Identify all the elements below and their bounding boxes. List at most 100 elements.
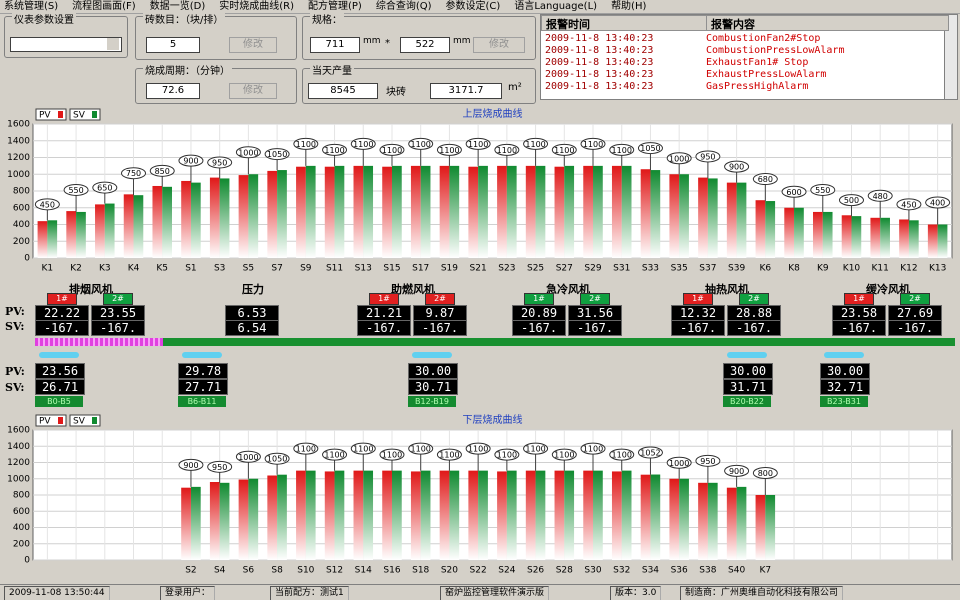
chart-title: 下层烧成曲线 [463,413,523,426]
menu-item[interactable]: 参数设定(C) [445,1,501,12]
fan-status[interactable]: 1# [524,293,554,305]
fan-status[interactable]: 1# [683,293,713,305]
bar [554,166,565,258]
label-bubble [379,448,405,461]
menu-item[interactable]: 流程图画面(F) [72,1,136,12]
group-name: 排烟风机 [69,283,113,296]
bar [880,217,890,258]
fan-status[interactable]: 1# [47,293,77,305]
y-tick-label: 1000 [7,474,30,484]
menu-item[interactable]: 实时烧成曲线(R) [219,1,294,12]
bar [813,211,823,258]
label-bubble [724,160,750,173]
bar [525,165,536,258]
legend-color [58,111,63,118]
value-label: 550 [68,186,83,195]
value-label: 500 [844,196,859,205]
alarm-text: GasPressHighAlarm [706,81,809,92]
x-tick-label: S2 [185,566,196,576]
value-label: 900 [183,157,198,166]
bar [870,217,881,258]
sv-readout: -167. [888,320,942,336]
label-bubble [838,194,864,207]
x-tick-label: S22 [470,566,487,576]
value-label: 800 [758,469,773,478]
value-label: 1100 [468,445,488,454]
bar [181,180,191,258]
label-bubble [637,446,663,459]
menu-item[interactable]: 配方管理(P) [308,1,362,12]
input[interactable]: 5 [146,37,200,53]
menu-item[interactable]: 帮助(H) [611,1,647,12]
sv-readout: -167. [35,320,89,336]
input[interactable]: 711 [310,37,360,53]
bar [152,185,163,258]
value-label: 1100 [439,451,459,460]
label: 当天产量 [310,62,354,77]
button[interactable]: 修改 [473,37,525,53]
menu-item[interactable]: 数据一览(D) [149,1,206,12]
x-tick-label: K11 [872,264,889,274]
value-label: 1100 [554,451,574,460]
button[interactable]: 修改 [229,83,277,99]
x-tick-label: S3 [214,264,225,274]
sv-readout: -167. [512,320,566,336]
menu-item[interactable]: 系统管理(S) [4,1,59,12]
value-label: 1100 [612,451,632,460]
legend-label: SV [73,417,86,427]
x-tick-label: K8 [788,264,800,274]
pv-readout: 30.00 [408,363,458,379]
bar [267,170,278,258]
bar [133,195,144,258]
value-label: 1100 [497,451,517,460]
x-tick-label: S15 [383,264,400,274]
bar [583,165,594,258]
value-label: 1100 [497,146,517,155]
pv-readout: 23.56 [35,363,85,379]
input[interactable]: 72.6 [146,83,200,99]
sv-readout: -167. [357,320,411,336]
sv-readout: -167. [671,320,725,336]
fan-status[interactable]: 2# [425,293,455,305]
label-bubble [637,142,663,155]
menu-item[interactable]: 语言Language(L) [514,1,598,12]
x-tick-label: S36 [671,566,688,576]
bar [296,470,306,560]
label-bubble [264,148,290,161]
fan-status[interactable]: 2# [739,293,769,305]
bar [219,178,230,258]
alarm-time: 2009-11-8 13:40:23 [545,33,654,44]
label-bubble [867,189,893,202]
pv-label: PV: [5,305,25,318]
x-tick-label: S27 [556,264,573,274]
zone-range: B0-B5 [35,396,83,407]
label-bubble [178,154,204,167]
value-label: 1100 [411,445,431,454]
value-label: 650 [97,184,112,193]
dropdown-arrow[interactable] [107,38,119,50]
menu-item[interactable]: 综合查询(Q) [375,1,432,12]
input[interactable]: 522 [400,37,450,53]
fan-status[interactable]: 2# [900,293,930,305]
label-bubble [494,143,520,156]
x-tick-label: S19 [441,264,458,274]
button[interactable]: 修改 [229,37,277,53]
dropdown[interactable] [10,37,122,52]
value-label: 480 [873,192,888,201]
fan-status[interactable]: 1# [369,293,399,305]
chart-title: 上层烧成曲线 [463,107,523,120]
value-label: 1100 [324,146,344,155]
x-tick-label: K9 [817,264,829,274]
fan-status[interactable]: 1# [844,293,874,305]
bar [497,471,507,560]
unit: mm [363,36,381,46]
value-label: 900 [729,163,744,172]
fan-status[interactable]: 2# [103,293,133,305]
label-bubble [494,448,520,461]
bar [506,165,517,258]
alarm-time: 2009-11-8 13:40:23 [545,57,654,68]
bar [219,482,230,560]
y-tick-label: 1200 [7,153,30,163]
fan-status[interactable]: 2# [580,293,610,305]
label-bubble [121,167,147,180]
